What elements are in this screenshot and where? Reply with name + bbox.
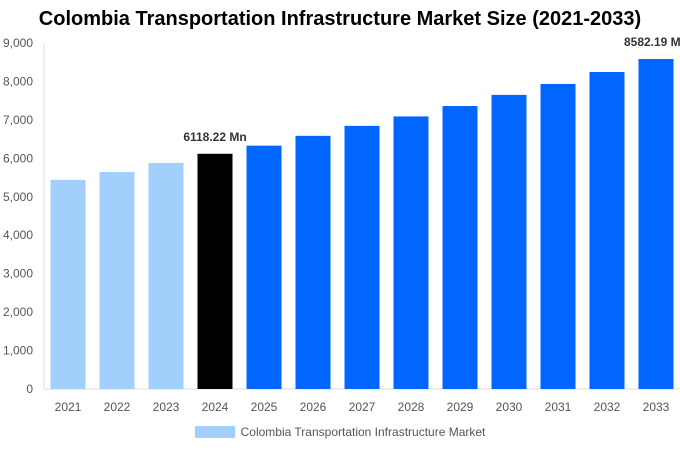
bar-2022 [99, 171, 135, 389]
bar-chart: 0 1,000 2,000 3,000 4,000 5,000 6,000 7,000 8,00… [3, 35, 680, 414]
y-tick-label: 1,000 [3, 344, 33, 358]
y-tick-label: 7,000 [3, 113, 33, 127]
y-tick-label: 0 [26, 382, 33, 396]
y-tick-label: 5,000 [3, 190, 33, 204]
data-label: 6118.22 Mn [183, 130, 246, 144]
y-tick-label: 3,000 [3, 267, 33, 281]
legend-label: Colombia Transportation Infrastructure M… [240, 425, 486, 439]
y-tick-label: 2,000 [3, 305, 33, 319]
x-tick-label: 2028 [398, 400, 425, 414]
x-tick-label: 2026 [300, 400, 327, 414]
bar-2026 [295, 135, 331, 389]
legend: Colombia Transportation Infrastructure M… [0, 425, 680, 439]
chart-title: Colombia Transportation Infrastructure M… [38, 8, 642, 30]
x-tick-label: 2032 [594, 400, 621, 414]
x-tick-label: 2025 [251, 400, 278, 414]
x-tick-label: 2021 [55, 400, 82, 414]
y-tick-label: 6,000 [3, 151, 33, 165]
x-tick-label: 2029 [447, 400, 474, 414]
bar-2025 [246, 145, 282, 389]
bar-2032 [589, 72, 625, 389]
bar-2024 [197, 153, 233, 389]
x-tick-label: 2027 [349, 400, 376, 414]
y-tick-label: 8,000 [3, 74, 33, 88]
bar-2033 [638, 59, 674, 390]
x-tick-label: 2031 [545, 400, 572, 414]
x-tick-label: 2030 [496, 400, 523, 414]
bar-2027 [344, 125, 380, 389]
legend-swatch [194, 426, 235, 438]
y-tick-label: 9,000 [3, 36, 33, 50]
x-tick-label: 2022 [104, 400, 131, 414]
bar-2028 [393, 116, 429, 389]
y-tick-label: 4,000 [3, 228, 33, 242]
bar-2021 [50, 179, 86, 389]
x-tick-label: 2024 [202, 400, 229, 414]
bar-2031 [540, 83, 576, 390]
bar-2029 [442, 106, 478, 389]
data-label: 8582.19 Mn [624, 35, 680, 49]
x-tick-label: 2023 [153, 400, 180, 414]
x-tick-label: 2033 [643, 400, 670, 414]
bar-2023 [148, 162, 184, 389]
bar-2030 [491, 94, 527, 390]
